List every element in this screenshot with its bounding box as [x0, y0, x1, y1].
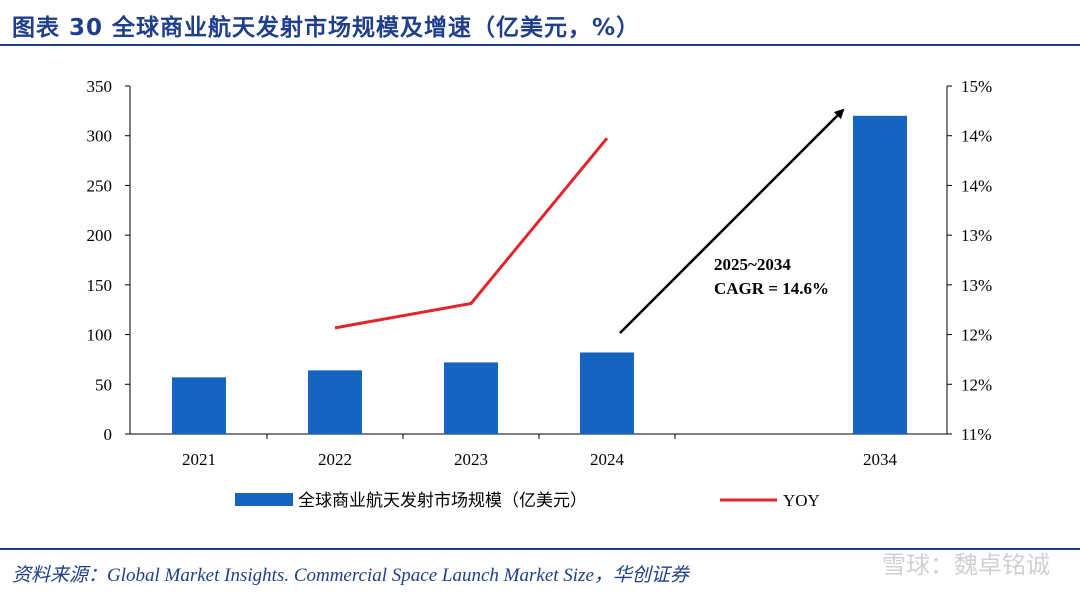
- right-tick-label: 11%: [961, 425, 992, 444]
- left-tick-label: 100: [87, 326, 113, 345]
- left-tick-label: 200: [87, 226, 113, 245]
- bar-2021: [172, 377, 226, 434]
- cagr-annotation-line: 2025~2034: [714, 255, 791, 274]
- left-tick-label: 50: [95, 375, 112, 394]
- right-tick-label: 15%: [961, 77, 992, 96]
- right-tick-label: 13%: [961, 226, 992, 245]
- x-tick-label: 2034: [863, 450, 898, 469]
- left-tick-label: 250: [87, 176, 113, 195]
- right-tick-label: 12%: [961, 326, 992, 345]
- yoy-line: [334, 137, 609, 330]
- cagr-annotation-line: CAGR = 14.6%: [714, 279, 829, 298]
- left-tick-label: 300: [87, 127, 113, 146]
- chart: 0 50 100 150 200 250 300 350 11% 12% 12% 13% 13% 14% 1…: [87, 77, 993, 510]
- watermark: 雪球：魏卓铭诚: [882, 551, 1050, 579]
- right-tick-label: 13%: [961, 276, 992, 295]
- source-note: 资料来源：Global Market Insights. Commercial …: [12, 565, 689, 586]
- legend-bar-swatch: [235, 493, 293, 506]
- x-tick-label: 2021: [182, 450, 216, 469]
- bar-2023: [444, 362, 498, 434]
- legend-bar-label: 全球商业航天发射市场规模（亿美元）: [298, 491, 587, 510]
- bar-2022: [308, 370, 362, 434]
- bar-2024: [580, 352, 634, 434]
- left-tick-label: 150: [87, 276, 113, 295]
- legend-line-label: YOY: [783, 491, 820, 510]
- right-tick-label: 14%: [961, 176, 992, 195]
- left-tick-label: 350: [87, 77, 113, 96]
- right-tick-label: 14%: [961, 127, 992, 146]
- title-divider: [0, 44, 1080, 46]
- x-tick-label: 2022: [318, 450, 352, 469]
- x-tick-label: 2024: [590, 450, 625, 469]
- page-title: 图表 30 全球商业航天发射市场规模及增速（亿美元，%）: [12, 15, 641, 41]
- left-tick-label: 0: [104, 425, 113, 444]
- x-tick-label: 2023: [454, 450, 488, 469]
- bar-2034: [853, 115, 907, 434]
- footer-divider: [0, 548, 1080, 550]
- right-tick-label: 12%: [961, 375, 992, 394]
- cagr-arrow: [619, 108, 845, 334]
